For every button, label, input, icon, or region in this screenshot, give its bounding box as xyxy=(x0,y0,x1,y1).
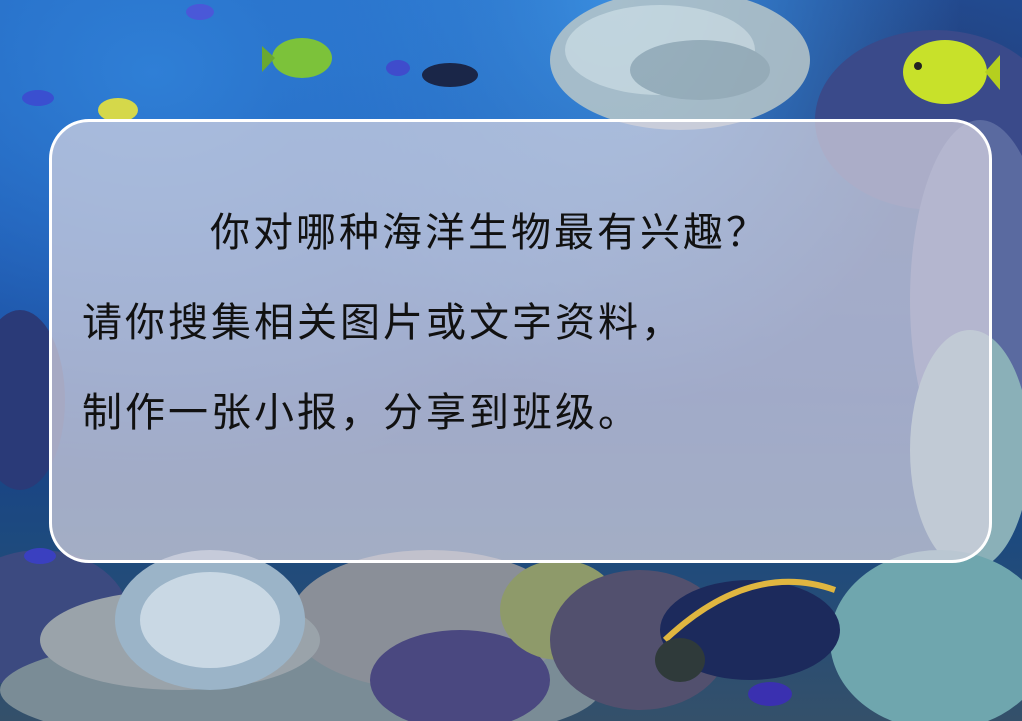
question-line-3: 制作一张小报，分享到班级。 xyxy=(82,390,641,436)
anemone-top xyxy=(550,0,810,130)
yellow-tang-fish xyxy=(903,40,1000,104)
green-fish xyxy=(262,38,332,78)
striped-fish xyxy=(115,550,305,690)
dark-reef-fish xyxy=(655,578,840,682)
small-blue-fish xyxy=(22,4,792,706)
small-yellow-fish xyxy=(98,98,138,122)
question-text-box: 你对哪种海洋生物最有兴趣？ 请你搜集相关图片或文字资料， 制作一张小报，分享到班… xyxy=(49,119,992,563)
question-line-1: 你对哪种海洋生物最有兴趣？ xyxy=(210,210,769,256)
question-line-2: 请你搜集相关图片或文字资料， xyxy=(82,300,684,346)
